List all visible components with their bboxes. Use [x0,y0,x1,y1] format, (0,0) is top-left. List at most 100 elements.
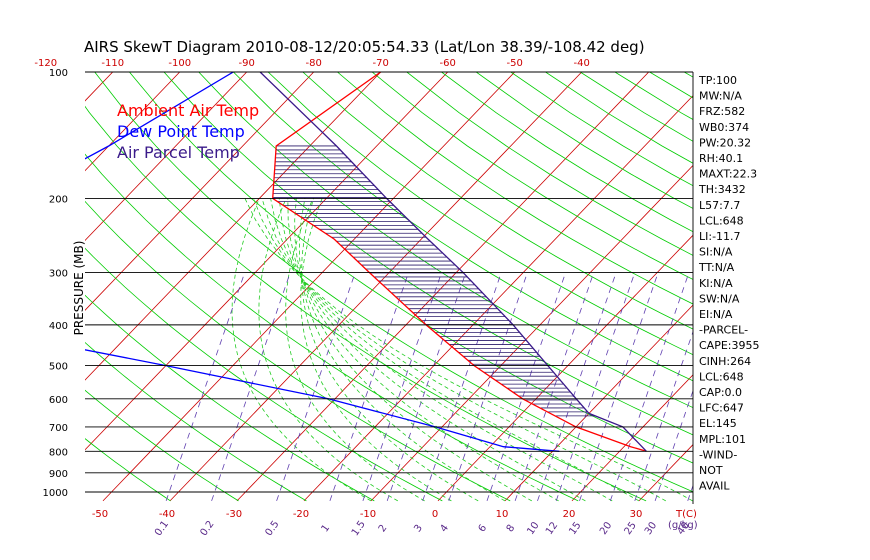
bottom-temp-tick-label: -40 [159,509,175,520]
mixing-ratio-line [609,272,690,502]
mixing-ratio-tick-label: 10 [525,520,541,537]
dry-adiabat-line [198,72,693,409]
air-parcel-templine [259,72,647,452]
dry-adiabat-line [94,72,693,493]
mixing-ratio-line [362,272,442,502]
mixing-ratio-tick-label: 0.5 [263,519,281,538]
mixing-ratio-tick-label: 20 [598,520,614,537]
moist-adiabat-line [301,198,479,502]
index-label: SI:N/A [699,246,733,259]
bottom-temp-tick-label: -50 [92,509,108,520]
index-label: CAPE:3955 [699,339,760,352]
y-axis-label: PRESSURE (MB) [72,241,86,336]
dry-adiabat-line [371,72,693,280]
mixing-ratio-unit-label: (g/kg) [668,520,698,531]
bottom-temp-tick-label: 0 [432,509,438,520]
moist-adiabat-line [253,198,666,502]
index-label: TT:N/A [698,261,735,274]
bottom-temp-tick-label: 10 [496,509,509,520]
dry-adiabat-line [85,438,171,502]
isotherm-line [840,72,870,501]
mixing-ratio-line [448,272,528,502]
moist-adiabat-line [278,198,586,502]
mixing-ratio-line [579,272,659,502]
dry-adiabat-line [85,153,579,502]
mixing-ratio-tick-label: 8 [505,523,518,535]
index-label: LCL:648 [699,214,744,227]
pressure-tick-label: 1000 [43,488,68,499]
mixing-ratio-tick-label: 0.1 [153,519,171,538]
legend-entry: Dew Point Temp [117,122,245,141]
isotherm-line [85,72,181,172]
isotherm-line [638,444,693,502]
legend-entry: Air Parcel Temp [117,143,240,162]
mixing-ratio-line [329,272,409,502]
mixing-ratio-line [211,272,291,502]
bottom-temp-tick-label: 20 [563,509,576,520]
dry-adiabat-line [85,105,647,502]
top-temp-tick-label: -80 [306,58,322,69]
index-label: LCL:648 [699,370,744,383]
mixing-ratio-tick-label: 12 [544,520,560,537]
index-label: AVAIL [699,480,730,493]
isotherm-line [85,72,382,381]
dry-adiabat-line [85,200,511,502]
index-label: FRZ:582 [699,105,745,118]
mixing-ratio-line [422,272,502,502]
moist-adiabat-line [287,198,559,502]
index-label: TP:100 [698,74,737,87]
isotherm-line [0,72,46,501]
pressure-tick-label: 800 [49,447,68,458]
isotherm-line [102,72,516,502]
dry-adiabat-line [129,72,693,464]
moist-adiabat-line [258,198,399,502]
top-temp-tick-label: -110 [101,58,124,69]
dry-adiabat-line [823,72,870,501]
isotherm-line [85,72,449,451]
mixing-ratio-line [537,272,617,502]
x-axis-unit-label: T(C) [675,509,697,520]
mixing-ratio-line [165,272,246,502]
isotherm-line [169,72,583,502]
mixing-ratio-line [514,272,595,502]
moist-adiabat-line [294,198,532,502]
pressure-tick-label: 400 [49,321,68,332]
index-label: LI:-11.7 [699,230,741,243]
mixing-ratio-tick-label: 0.2 [198,519,216,538]
moist-adiabat-line [285,198,425,502]
mixing-ratio-tick-label: 2 [377,523,390,535]
index-label: -WIND- [699,448,737,461]
index-label: PW:20.32 [699,136,751,149]
dry-adiabat-line [475,72,693,209]
pressure-tick-label: 500 [49,362,68,373]
pressure-tick-label: 100 [49,68,68,79]
top-temp-tick-label: -60 [440,58,456,69]
moist-adiabat-line [300,198,452,502]
index-label: MW:N/A [699,90,742,103]
dry-adiabat-line [85,247,443,502]
mixing-ratio-line [555,272,636,502]
top-temp-tick-label: -120 [34,58,57,69]
dry-adiabat-line [788,72,870,501]
bottom-temp-tick-label: -30 [226,509,242,520]
index-label: CAP:0.0 [699,386,742,399]
pressure-tick-label: 600 [49,395,68,406]
isotherm-line [85,72,114,102]
index-label: KI:N/A [699,277,733,290]
dry-adiabat-line [233,72,693,382]
mixing-ratio-tick-label: 15 [567,520,583,537]
moist-adiabat-line [231,198,372,502]
dry-adiabat-line [754,72,870,501]
pressure-tick-label: 700 [49,423,68,434]
dry-adiabat-line [85,294,375,502]
dry-adiabat-line [85,389,239,502]
isotherm-line [504,304,693,502]
pressure-tick-label: 900 [49,469,68,480]
mixing-ratio-line [276,272,356,502]
index-label: NOT [699,464,723,477]
isotherm-line [773,72,870,501]
dry-adiabat-line [302,72,693,330]
bottom-temp-tick-label: -20 [293,509,309,520]
dew-point-templine [85,72,560,452]
